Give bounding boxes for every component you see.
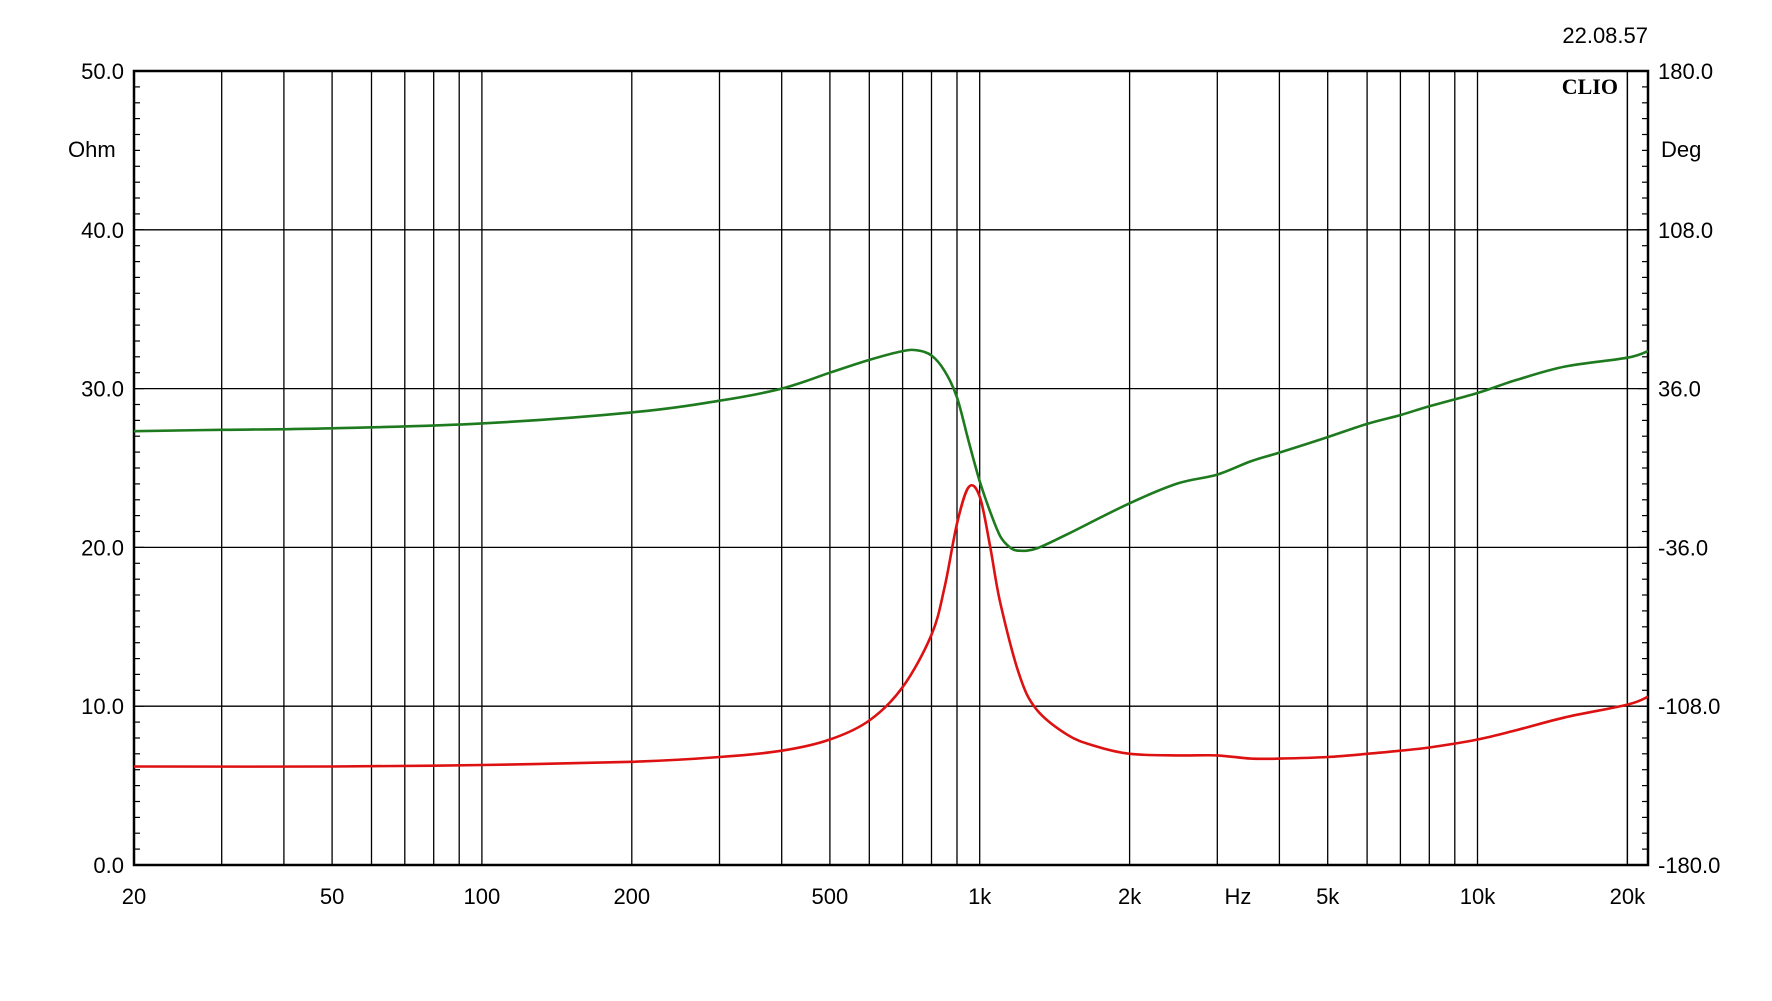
y-tick-label-right: 36.0 xyxy=(1658,377,1701,402)
y-tick-label-left: 10.0 xyxy=(81,694,124,719)
x-tick-label: 5k xyxy=(1316,884,1340,909)
y-tick-label-left: 0.0 xyxy=(93,853,124,878)
plot-frame xyxy=(132,69,1650,867)
y-tick-label-left: 20.0 xyxy=(81,535,124,560)
y-tick-label-right: 108.0 xyxy=(1658,218,1713,243)
y-tick-label-right: -180.0 xyxy=(1658,853,1720,878)
timestamp-label: 22.08.57 xyxy=(1562,23,1648,48)
impedance-curve xyxy=(133,483,1649,768)
grid xyxy=(132,69,1650,867)
x-axis-unit-label: Hz xyxy=(1224,884,1251,909)
labels: 20 50 100 200 500 1k 2k 5k 10k 20k Hz 0.0 10.0 20.0 30… xyxy=(81,59,1720,909)
x-tick-label: 20k xyxy=(1610,884,1646,909)
x-tick-label: 20 xyxy=(122,884,146,909)
x-tick-label: 50 xyxy=(320,884,344,909)
series-layer xyxy=(133,348,1649,768)
x-tick-label: 500 xyxy=(812,884,849,909)
x-tick-label: 10k xyxy=(1460,884,1496,909)
y-tick-label-left: 30.0 xyxy=(81,377,124,402)
x-tick-label: 2k xyxy=(1118,884,1142,909)
x-tick-label: 1k xyxy=(968,884,992,909)
y-tick-label-right: -36.0 xyxy=(1658,535,1708,560)
x-tick-label: 200 xyxy=(613,884,650,909)
clio-logo-text: CLIO xyxy=(1562,74,1618,99)
x-tick-label: 100 xyxy=(464,884,501,909)
y-tick-label-right: 180.0 xyxy=(1658,59,1713,84)
y-tick-label-right: -108.0 xyxy=(1658,694,1720,719)
y-axis-left-unit: Ohm xyxy=(68,137,116,162)
phase-curve xyxy=(133,348,1649,553)
y-axis-right-unit: Deg xyxy=(1661,137,1701,162)
y-tick-label-left: 40.0 xyxy=(81,218,124,243)
y-tick-label-left: 50.0 xyxy=(81,59,124,84)
